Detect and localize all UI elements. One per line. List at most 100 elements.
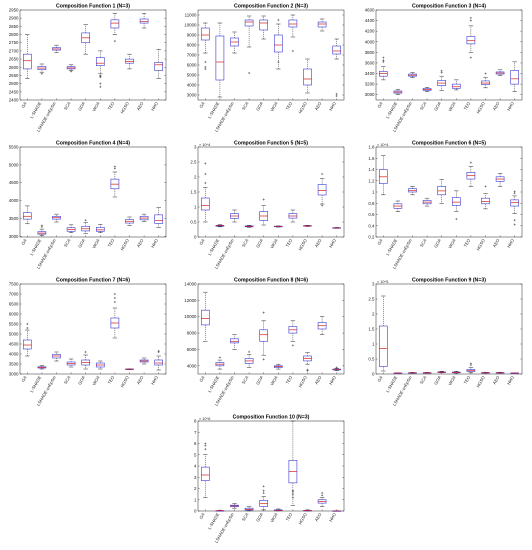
- outlier-marker: [291, 489, 294, 492]
- x-tick-label: AEO: [492, 100, 501, 111]
- y-tick-label: 2900: [9, 16, 19, 21]
- box-iqr: [273, 34, 283, 53]
- axes-frame: [197, 283, 345, 375]
- box-sca: [66, 64, 76, 73]
- box-teo: [288, 209, 298, 223]
- x-tick-label: AEO: [492, 237, 501, 248]
- box-teo: [466, 362, 476, 374]
- x-tick-label: HHO: [328, 511, 337, 522]
- box-sca: [244, 350, 254, 368]
- axes-frame: [197, 146, 345, 238]
- box-iqr: [288, 19, 298, 28]
- x-tick-label: TEO: [107, 374, 116, 385]
- box-l-shade: [37, 224, 47, 236]
- x-tick-label: HHO: [150, 100, 159, 111]
- box-woa: [95, 360, 105, 370]
- chart-title: Composition Function 8 (N=6): [234, 278, 308, 284]
- box-iqr: [154, 214, 164, 224]
- outlier-marker: [321, 204, 324, 207]
- chart-panel-5: Composition Function 5 (N=5) × 10^4 0 0.5 1 1…: [190, 141, 345, 270]
- x-tick-label: GOA: [433, 375, 442, 386]
- box-lshade-cnepsin: [230, 31, 239, 54]
- y-tick-label: 1: [372, 342, 375, 347]
- box-goa: [81, 219, 91, 234]
- x-tick-label: WOA: [91, 375, 100, 386]
- x-tick-label: AEO: [314, 237, 323, 248]
- chart-panel-10: Composition Function 10 (N=3) × 10^6 0 1 2 3 4…: [194, 415, 345, 544]
- x-tick-label: GOA: [255, 101, 264, 112]
- box-sca: [244, 225, 254, 228]
- y-tick-label: 2800: [9, 32, 19, 37]
- x-tick-label: TEO: [285, 237, 294, 248]
- outlier-marker: [40, 72, 43, 75]
- y-tick-label: 5500: [9, 145, 19, 150]
- chart-title: Composition Function 1 (N=3): [56, 4, 130, 10]
- outlier-marker: [291, 49, 294, 53]
- x-tick-label: SCA: [419, 101, 428, 111]
- box-iqr: [303, 68, 312, 86]
- x-tick-label: SCA: [63, 101, 72, 111]
- x-tick-label: HHO: [506, 374, 515, 385]
- x-tick-label: GA: [198, 101, 205, 109]
- x-tick-label: TEO: [463, 100, 472, 111]
- outlier-marker: [321, 494, 324, 497]
- y-tick-label: 8000: [187, 331, 197, 336]
- outlier-marker: [513, 190, 516, 193]
- box-sca: [66, 358, 76, 368]
- x-tick-label: HGSO: [297, 374, 308, 388]
- x-tick-label: AEO: [492, 374, 501, 385]
- y-tick-label: 2750: [9, 40, 19, 45]
- y-tick-label: 1: [194, 497, 197, 502]
- y-tick-label: 3000: [187, 93, 197, 98]
- y-tick-label: 1.4: [368, 167, 375, 172]
- box-iqr: [451, 83, 461, 89]
- x-tick-label: GOA: [255, 238, 264, 249]
- box-iqr: [244, 19, 254, 27]
- box-teo: [110, 13, 120, 43]
- y-tick-label: 1.5: [190, 190, 197, 195]
- y-tick-label: 3200: [365, 82, 375, 87]
- outlier-marker: [469, 16, 472, 20]
- x-tick-label: GOA: [77, 101, 86, 112]
- x-tick-label: HHO: [150, 374, 159, 385]
- y-tick-label: 7000: [187, 53, 197, 58]
- outlier-marker: [204, 172, 207, 176]
- box-teo: [466, 161, 476, 187]
- box-teo: [110, 165, 120, 198]
- y-tick-label: 2600: [9, 65, 19, 70]
- axes-frame: [19, 283, 167, 375]
- y-tick-label: 2550: [9, 73, 19, 78]
- chart-panel-9: Composition Function 9 (N=3) × 10^5 0 0.5 1 1…: [368, 278, 523, 407]
- outlier-marker: [455, 217, 458, 221]
- y-tick-label: 2700: [9, 48, 19, 53]
- y-tick-label: 1.5: [368, 327, 375, 332]
- box-ga: [200, 442, 210, 498]
- x-tick-label: SCA: [63, 238, 72, 248]
- box-lshade-cnepsin: [408, 186, 417, 196]
- x-tick-label: L-SHADE: [207, 238, 221, 256]
- y-tick-label: 0.8: [368, 201, 375, 206]
- x-tick-label: L-SHADE: [385, 238, 399, 256]
- box-lshade-cnepsin: [408, 372, 417, 374]
- box-lshade-cnepsin: [230, 209, 239, 223]
- box-aeo: [139, 13, 149, 29]
- y-tick-label: 0.5: [190, 220, 197, 225]
- chart-panel-2: Composition Function 2 (N=3) 3000 4000 5000…: [184, 4, 345, 133]
- x-tick-label: GOA: [77, 375, 86, 386]
- box-hho: [154, 207, 164, 228]
- x-tick-label: SCA: [63, 375, 72, 385]
- x-tick-label: TEO: [463, 237, 472, 248]
- y-tick-label: 5: [194, 452, 197, 457]
- box-l-shade: [215, 224, 225, 228]
- box-iqr: [200, 27, 210, 41]
- axes-frame: [375, 9, 523, 101]
- chart-title: Composition Function 6 (N=5): [412, 141, 486, 147]
- outlier-marker: [469, 362, 472, 365]
- y-tick-label: 0: [194, 235, 197, 240]
- outlier-marker: [26, 322, 29, 326]
- x-tick-label: TEO: [285, 100, 294, 111]
- y-tick-label: 1.8: [368, 145, 375, 150]
- outlier-marker: [321, 491, 324, 495]
- x-tick-label: AEO: [136, 100, 145, 111]
